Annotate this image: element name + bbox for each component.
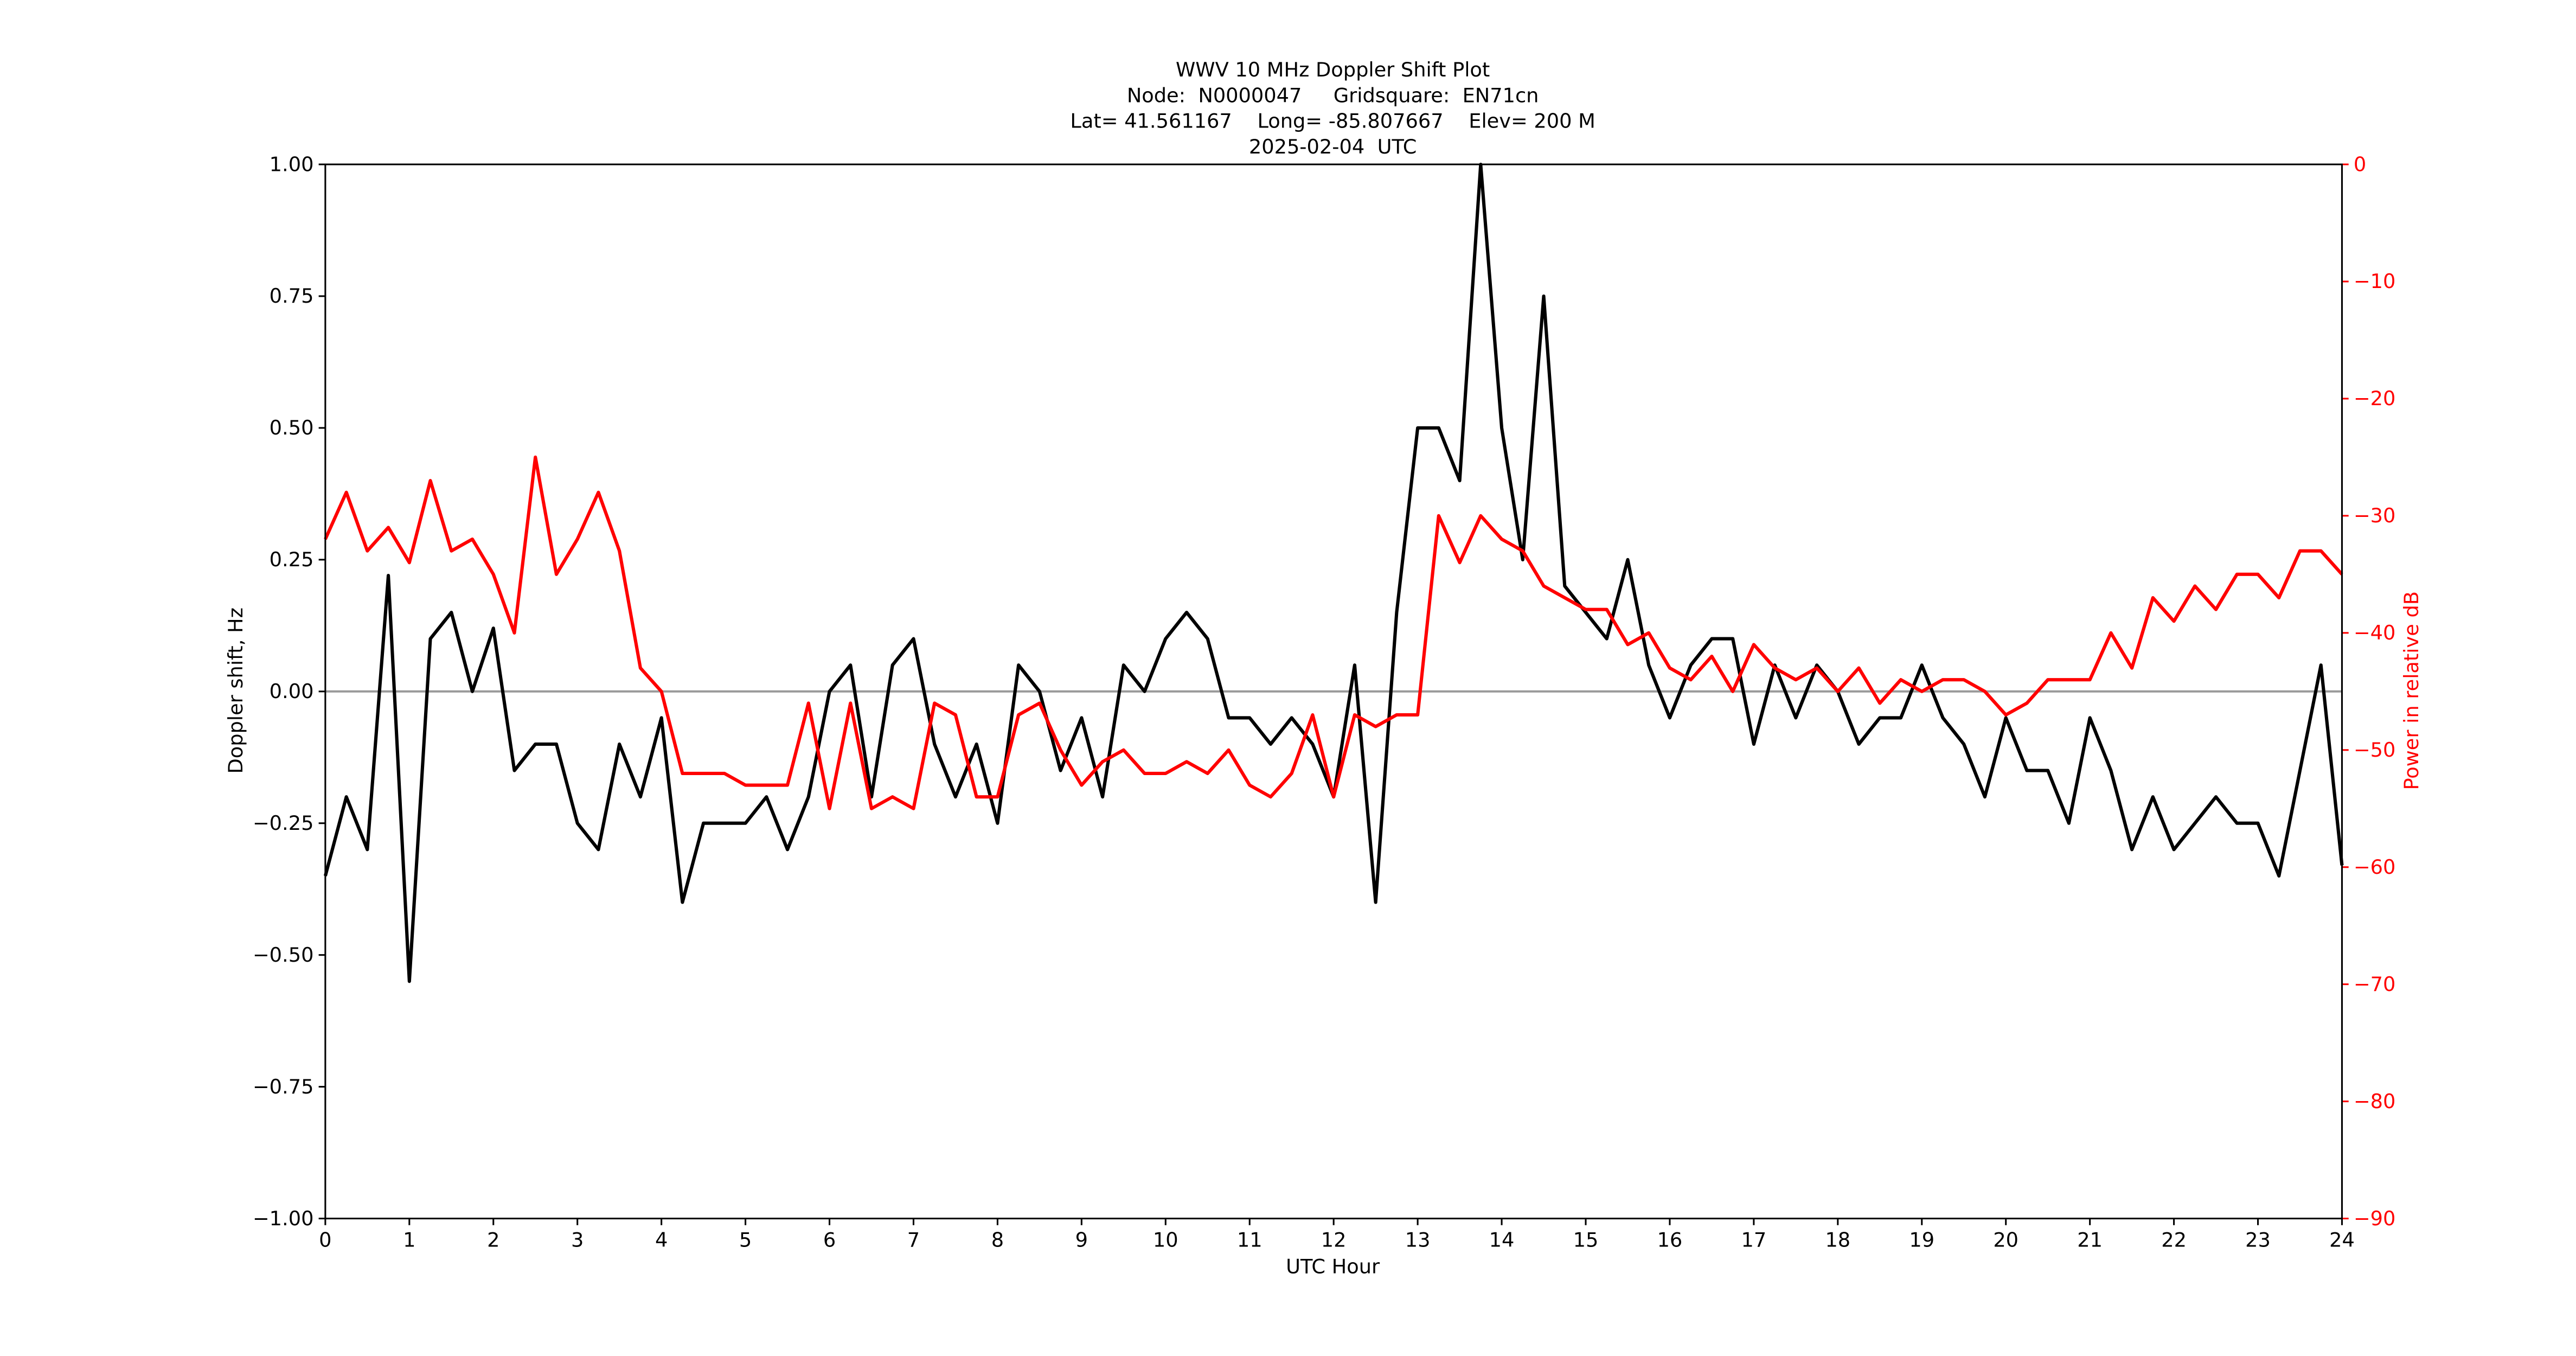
x-tick-label: 2 (487, 1229, 499, 1252)
x-tick-label: 21 (2077, 1229, 2103, 1252)
x-tick-label: 8 (991, 1229, 1004, 1252)
y2-tick-label: −60 (2354, 855, 2396, 879)
y2-tick-label: −10 (2354, 270, 2396, 293)
y-tick-label: −0.75 (253, 1075, 314, 1098)
x-tick-label: 15 (1573, 1229, 1599, 1252)
x-tick-label: 5 (739, 1229, 752, 1252)
x-tick-label: 20 (1993, 1229, 2018, 1252)
y-tick-label: 1.00 (270, 152, 314, 176)
y-tick-label: 0.75 (270, 284, 314, 308)
y2-tick-label: −30 (2354, 504, 2396, 527)
x-tick-label: 19 (1909, 1229, 1934, 1252)
chart-subtitle: Lat= 41.561167 Long= -85.807667 Elev= 20… (1070, 110, 1595, 133)
x-tick-label: 3 (571, 1229, 584, 1252)
x-tick-label: 12 (1321, 1229, 1347, 1252)
y-tick-label: −0.50 (253, 943, 314, 967)
y-axis-label: Doppler shift, Hz (224, 607, 247, 773)
y-tick-label: 0.25 (270, 548, 314, 571)
y2-tick-label: −20 (2354, 387, 2396, 410)
x-tick-label: 16 (1657, 1229, 1683, 1252)
y2-axis-label: Power in relative dB (2400, 591, 2423, 790)
x-tick-label: 9 (1075, 1229, 1088, 1252)
x-tick-label: 7 (907, 1229, 920, 1252)
y2-tick-label: 0 (2354, 152, 2366, 176)
x-axis-label: UTC Hour (1286, 1255, 1380, 1278)
x-tick-label: 4 (655, 1229, 668, 1252)
y-tick-label: −0.25 (253, 811, 314, 835)
x-tick-label: 22 (2161, 1229, 2187, 1252)
chart-title: WWV 10 MHz Doppler Shift Plot (1176, 58, 1490, 81)
x-tick-label: 10 (1153, 1229, 1178, 1252)
x-tick-label: 17 (1741, 1229, 1767, 1252)
x-tick-label: 14 (1489, 1229, 1515, 1252)
chart-subtitle: 2025-02-04 UTC (1249, 135, 1417, 158)
chart-subtitle: Node: N0000047 Gridsquare: EN71cn (1127, 84, 1539, 107)
x-tick-label: 6 (823, 1229, 836, 1252)
y-tick-label: 0.00 (270, 680, 314, 703)
y2-tick-label: −70 (2354, 973, 2396, 996)
x-tick-label: 13 (1405, 1229, 1431, 1252)
x-tick-label: 18 (1825, 1229, 1850, 1252)
x-tick-label: 11 (1237, 1229, 1263, 1252)
x-tick-label: 23 (2245, 1229, 2271, 1252)
x-tick-label: 1 (403, 1229, 415, 1252)
x-tick-label: 0 (319, 1229, 331, 1252)
series-line (324, 455, 2343, 810)
y2-tick-label: −80 (2354, 1090, 2396, 1113)
y2-tick-label: −90 (2354, 1207, 2396, 1230)
y-tick-label: −1.00 (253, 1207, 314, 1230)
y2-tick-label: −40 (2354, 621, 2396, 644)
plot-frame (324, 163, 2343, 1220)
y2-tick-label: −50 (2354, 738, 2396, 762)
y-tick-label: 0.50 (270, 416, 314, 439)
x-tick-label: 24 (2329, 1229, 2355, 1252)
